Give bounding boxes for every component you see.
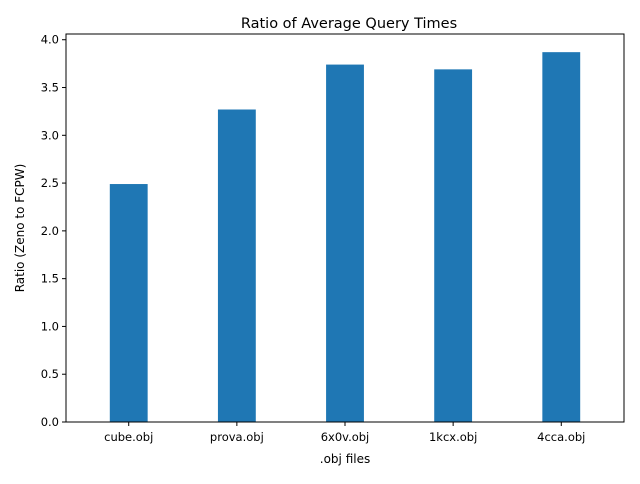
- x-axis: cube.obj prova.obj 6x0v.obj 1kcx.obj 4cca.ob…: [104, 422, 585, 444]
- y-tick-label: 2.5: [41, 176, 59, 190]
- bar-prova-obj: [217, 109, 256, 422]
- bar-cube-obj: [109, 184, 148, 422]
- y-tick-label: 0.0: [41, 415, 59, 429]
- x-tick-label: 4cca.obj: [537, 430, 585, 444]
- y-tick-label: 1.5: [41, 272, 59, 286]
- x-tick-label: cube.obj: [104, 430, 153, 444]
- bars-layer: [109, 52, 581, 423]
- bar-1kcx-obj: [434, 69, 473, 423]
- y-tick-label: 3.0: [41, 128, 59, 142]
- y-axis: 0.0 0.5 1.0 1.5 2.0 2.5 3.0 3.5 4.0: [41, 33, 66, 429]
- y-tick-label: 4.0: [41, 33, 59, 47]
- x-tick-label: prova.obj: [210, 430, 264, 444]
- x-axis-label: .obj files: [320, 452, 370, 466]
- chart-title: Ratio of Average Query Times: [241, 16, 457, 32]
- bar-6x0v-obj: [326, 64, 364, 422]
- plot-frame: [65, 33, 625, 423]
- y-axis-label: Ratio (Zeno to FCPW): [13, 164, 27, 293]
- y-tick-label: 1.0: [41, 319, 59, 333]
- x-tick-label: 1kcx.obj: [429, 430, 477, 444]
- y-tick-label: 2.0: [41, 224, 59, 238]
- x-tick-label: 6x0v.obj: [321, 430, 370, 444]
- y-tick-label: 0.5: [41, 367, 59, 381]
- y-tick-label: 3.5: [41, 81, 59, 95]
- bar-4cca-obj: [542, 52, 581, 422]
